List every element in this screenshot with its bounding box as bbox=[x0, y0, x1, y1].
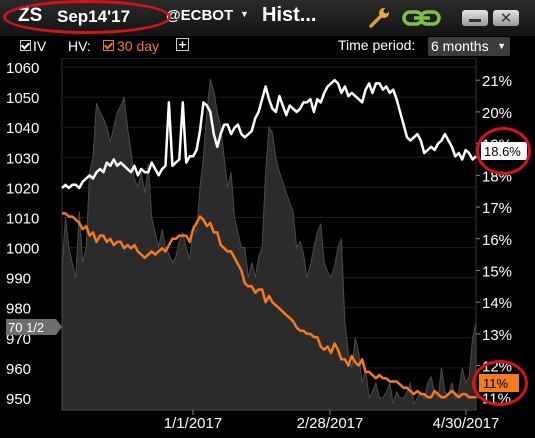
right-axis: 21%20%19%18%17%16%15%14%13%12%11% bbox=[476, 73, 512, 407]
exchange-caret-icon[interactable]: ▼ bbox=[240, 9, 249, 19]
title-bar bbox=[0, 0, 535, 36]
time-period-label: Time period: bbox=[338, 37, 416, 53]
x-axis: 1/1/2017 2/28/2017 4/30/2017 bbox=[164, 410, 500, 432]
hv-period-label[interactable]: 30 day bbox=[117, 38, 160, 54]
left-tick-label: 970 bbox=[6, 331, 31, 348]
symbol-label[interactable]: ZS bbox=[18, 5, 43, 26]
left-tick-label: 1060 bbox=[6, 60, 39, 77]
right-tick-label: 11% bbox=[482, 390, 511, 407]
wrench-icon[interactable] bbox=[368, 6, 392, 30]
add-study-button[interactable]: + bbox=[176, 38, 189, 51]
iv-line bbox=[61, 78, 477, 190]
price-marker-label: 70 1/2 bbox=[8, 320, 44, 335]
x-tick-label: 2/28/2017 bbox=[297, 415, 364, 432]
left-axis: 1060 1050 1040 1030 1020 1010 1000 990 980 970 960… bbox=[6, 60, 39, 408]
left-tick-label: 950 bbox=[6, 391, 31, 408]
hv-line bbox=[62, 212, 476, 399]
left-tick-label: 960 bbox=[6, 361, 31, 378]
right-tick-label: 12% bbox=[482, 359, 512, 376]
close-icon[interactable]: ✕ bbox=[493, 9, 519, 27]
left-tick-label: 1010 bbox=[6, 210, 39, 227]
chain-link-icon[interactable] bbox=[402, 8, 442, 28]
left-tick-label: 1000 bbox=[6, 241, 39, 258]
left-tick-label: 1050 bbox=[6, 90, 39, 107]
time-period-value: 6 months bbox=[431, 38, 489, 54]
hv-label: HV: bbox=[68, 38, 91, 54]
x-tick-label: 1/1/2017 bbox=[164, 415, 222, 432]
chart-toolbar bbox=[0, 36, 535, 58]
chevron-down-icon: ▼ bbox=[497, 41, 506, 51]
expiry-label[interactable]: Sep14'17 bbox=[57, 7, 131, 26]
hv-current-label: 11% bbox=[483, 376, 508, 391]
left-tick-label: 1030 bbox=[6, 150, 39, 167]
right-tick-label: 16% bbox=[482, 232, 512, 249]
iv-current-label: 18.6% bbox=[484, 144, 521, 159]
hv-current-badge bbox=[479, 374, 519, 392]
window-title: Hist... bbox=[262, 4, 317, 26]
right-tick-label: 20% bbox=[482, 105, 512, 122]
iv-label: IV bbox=[33, 38, 47, 54]
left-tick-label: 980 bbox=[6, 301, 31, 318]
exchange-selector[interactable]: @ECBOT bbox=[166, 7, 234, 24]
hv-checkbox[interactable] bbox=[103, 40, 114, 51]
price-area bbox=[61, 78, 477, 411]
left-tick-label: 1040 bbox=[6, 120, 39, 137]
iv-checkbox[interactable] bbox=[20, 40, 31, 51]
right-tick-label: 17% bbox=[482, 200, 512, 217]
left-tick-label: 990 bbox=[6, 271, 31, 288]
left-tick-label: 1020 bbox=[6, 180, 39, 197]
x-tick-label: 4/30/2017 bbox=[433, 415, 500, 432]
minimize-icon[interactable] bbox=[462, 10, 488, 26]
right-tick-label: 18% bbox=[482, 168, 512, 185]
close-glyph: ✕ bbox=[499, 9, 513, 27]
price-marker-tag bbox=[6, 319, 62, 335]
time-period-select[interactable]: 6 months ▼ bbox=[428, 37, 510, 56]
right-tick-label: 13% bbox=[482, 327, 512, 344]
volatility-chart[interactable]: 1060 1050 1040 1030 1020 1010 1000 990 980 970 960… bbox=[0, 58, 535, 438]
iv-current-badge bbox=[481, 142, 527, 160]
right-tick-label: 14% bbox=[482, 295, 512, 312]
right-tick-label: 15% bbox=[482, 263, 512, 280]
right-tick-label: 21% bbox=[482, 73, 512, 90]
